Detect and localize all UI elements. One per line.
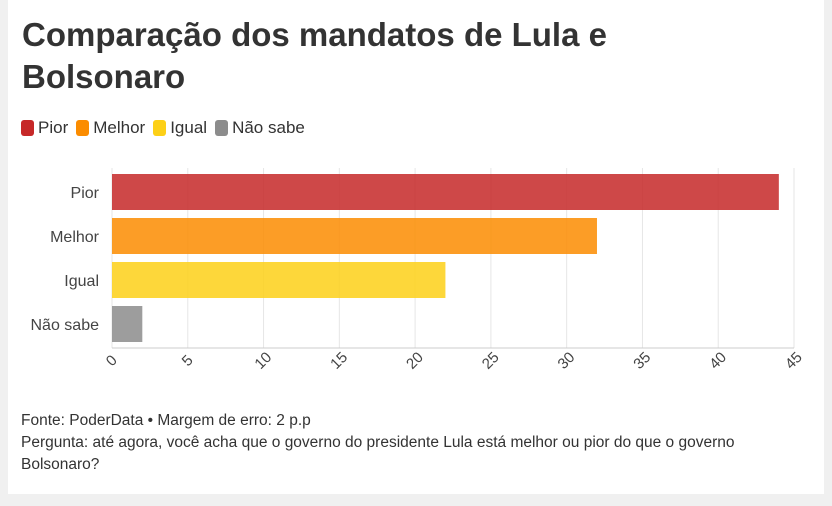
x-tick-label-35: 35 [630,349,654,373]
chart-card: Comparação dos mandatos de Lula e Bolson… [8,0,824,494]
category-label-igual: Igual [64,273,99,290]
bar-melhor [112,218,597,254]
legend-label-melhor: Melhor [93,118,146,137]
legend-swatch-pior [21,120,34,136]
legend-item-melhor[interactable]: Melhor [76,118,145,138]
legend-swatch-melhor [76,120,90,136]
legend-label-nao-sabe: Não sabe [232,118,305,137]
bar-igual [112,262,446,298]
legend-item-nao-sabe[interactable]: Não sabe [215,118,305,138]
x-tick-label-20: 20 [403,349,427,373]
question-note: Pergunta: até agora, você acha que o gov… [21,434,735,473]
x-tick-label-45: 45 [782,349,806,373]
legend: Pior Melhor Igual Não sabe [21,118,313,138]
x-tick-label-40: 40 [706,349,730,373]
source-note: Fonte: PoderData • Margem de erro: 2 p.p [21,412,311,429]
legend-swatch-nao-sabe [215,120,229,136]
x-tick-label-0: 0 [103,352,121,370]
category-label-melhor: Melhor [50,229,100,246]
category-label-nao-sabe: Não sabe [31,317,100,334]
x-tick-label-25: 25 [479,349,503,373]
bar-chart: Pior Melhor Igual Não sabe 0 5 10 15 20 25 30 35 40 4… [31,168,806,373]
chart-title: Comparação dos mandatos de Lula e Bolson… [22,16,607,95]
x-tick-label-30: 30 [555,349,579,373]
x-tick-label-10: 10 [251,349,275,373]
legend-label-igual: Igual [170,118,208,137]
legend-swatch-igual [153,120,167,136]
legend-item-igual[interactable]: Igual [153,118,207,138]
x-tick-label-5: 5 [179,352,197,370]
legend-item-pior[interactable]: Pior [21,118,68,138]
bar-pior [112,174,779,210]
x-tick-label-15: 15 [327,349,351,373]
chart-notes: Fonte: PoderData • Margem de erro: 2 p.p… [21,410,811,476]
category-label-pior: Pior [71,185,100,202]
legend-label-pior: Pior [38,118,69,137]
bar-nao-sabe [112,306,143,342]
